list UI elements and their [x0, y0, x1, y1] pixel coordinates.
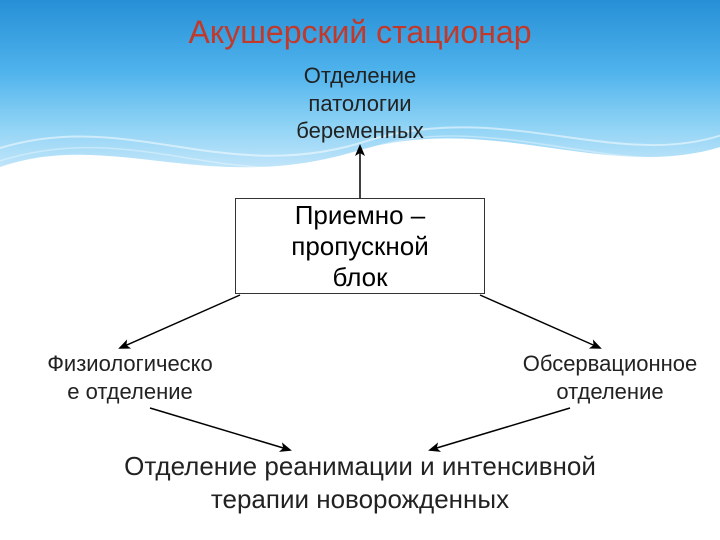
- arrow-3: [150, 408, 290, 450]
- node-center-text: Приемно –пропускнойблок: [291, 200, 429, 293]
- node-left-label: Физиологическое отделение: [20, 350, 240, 405]
- arrow-1: [120, 295, 240, 348]
- node-bottom-label: Отделение реанимации и интенсивнойтерапи…: [60, 450, 660, 515]
- arrow-4: [430, 408, 570, 450]
- page-title: Акушерский стационар: [0, 14, 720, 51]
- node-top-label: Отделениепатологиибеременных: [240, 62, 480, 145]
- node-center-box: Приемно –пропускнойблок: [235, 198, 485, 294]
- node-right-label: Обсервационноеотделение: [500, 350, 720, 405]
- arrow-2: [480, 295, 600, 348]
